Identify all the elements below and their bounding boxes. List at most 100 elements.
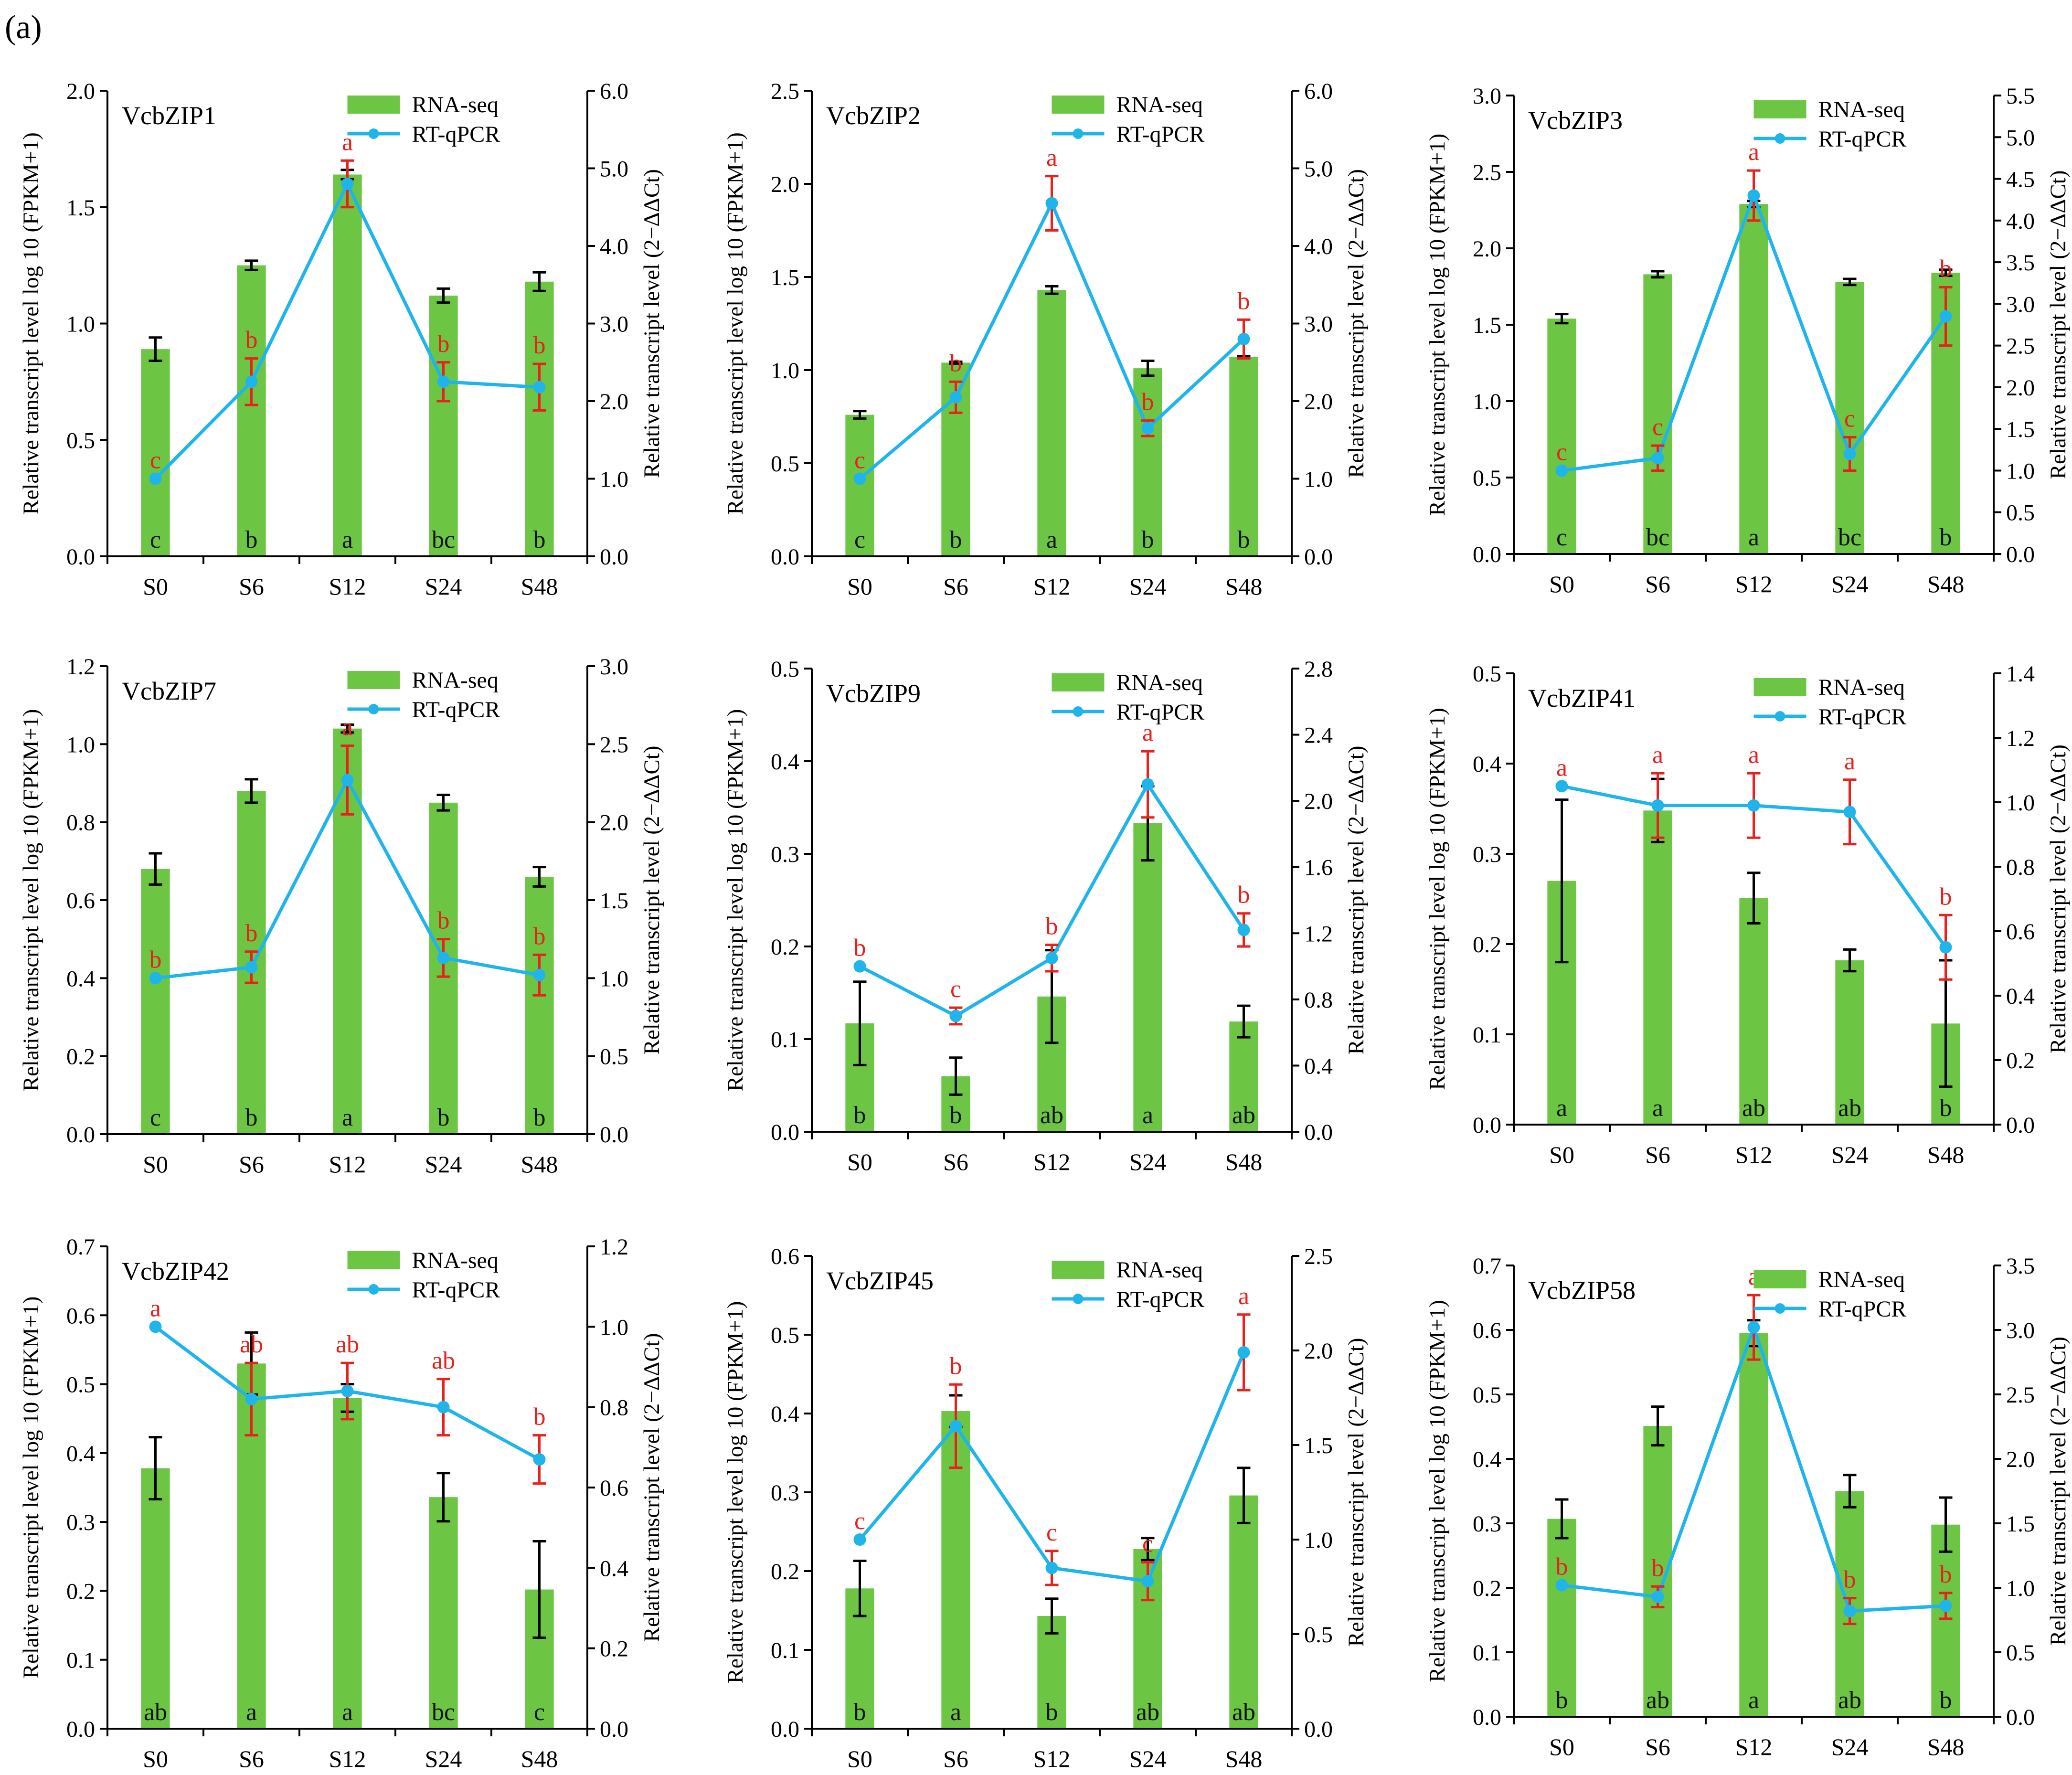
legend-label-bar: RNA-seq <box>1116 670 1203 695</box>
left-tick-label: 0.0 <box>1473 542 1501 567</box>
rtqpcr-letter-S24: a <box>1844 748 1855 775</box>
left-axis-title: Relative transcript level log 10 (FPKM+1… <box>1425 1300 1450 1682</box>
left-axis-title: Relative transcript level log 10 (FPKM+1… <box>19 132 43 515</box>
right-tick-label: 1.2 <box>600 1234 628 1260</box>
right-tick-label: 2.0 <box>600 810 628 836</box>
left-axis-title: Relative transcript level log 10 (FPKM+1… <box>1425 134 1450 516</box>
chart-title: VcbZIP45 <box>826 1266 934 1295</box>
right-tick-label: 3.0 <box>2006 292 2035 317</box>
x-tick-label-S0: S0 <box>143 1151 168 1178</box>
x-tick-label-S0: S0 <box>847 573 872 600</box>
bar-S48 <box>1229 1495 1258 1729</box>
rtqpcr-point-S24 <box>1843 806 1856 818</box>
left-tick-label: 0.0 <box>771 1120 799 1145</box>
right-tick-label: 0.0 <box>2006 1113 2035 1138</box>
chart-title: VcbZIP41 <box>1528 684 1636 712</box>
rnaseq-letter-S12: a <box>342 1699 353 1726</box>
right-tick-label: 0.0 <box>2006 542 2035 567</box>
bar-S6 <box>237 265 266 556</box>
rtqpcr-point-S0 <box>149 972 162 985</box>
x-tick-label-S0: S0 <box>847 1745 872 1772</box>
left-tick-label: 2.0 <box>66 79 95 104</box>
left-axis-title: Relative transcript level log 10 (FPKM+1… <box>19 709 43 1092</box>
right-tick-label: 1.0 <box>1304 467 1333 492</box>
rnaseq-letter-S6: b <box>245 1104 258 1131</box>
rtqpcr-letter-S0: c <box>150 447 161 474</box>
rtqpcr-letter-S6: a <box>1652 741 1663 768</box>
left-tick-label: 1.0 <box>66 732 95 757</box>
x-tick-label-S48: S48 <box>521 573 558 600</box>
rtqpcr-point-S48 <box>533 381 546 393</box>
rnaseq-letter-S6: a <box>950 1699 961 1726</box>
rtqpcr-letter-S24: a <box>1142 719 1153 746</box>
rtqpcr-letter-S0: c <box>1556 438 1567 466</box>
rnaseq-letter-S24: ab <box>1136 1699 1159 1726</box>
rtqpcr-point-S48 <box>1237 924 1250 936</box>
left-tick-label: 2.0 <box>1473 236 1501 262</box>
right-tick-label: 3.0 <box>2006 1318 2035 1343</box>
rtqpcr-point-S24 <box>1141 422 1154 435</box>
left-axis-title: Relative transcript level log 10 (FPKM+1… <box>19 1297 43 1679</box>
rtqpcr-point-S0 <box>1555 464 1568 477</box>
right-tick-label: 0.6 <box>600 1476 628 1501</box>
rnaseq-letter-S12: a <box>1748 1687 1759 1714</box>
rnaseq-letter-S0: c <box>1556 524 1567 551</box>
rtqpcr-point-S0 <box>149 472 162 485</box>
rnaseq-letter-S24: b <box>437 1104 450 1131</box>
legend-marker-line <box>1073 128 1084 139</box>
rnaseq-letter-S24: bc <box>432 1699 455 1726</box>
bar-S6 <box>1643 274 1672 554</box>
rnaseq-letter-S0: b <box>854 1102 866 1129</box>
x-tick-label-S48: S48 <box>1927 1733 1965 1760</box>
right-axis-title: Relative transcript level (2−ΔΔCt) <box>1344 746 1369 1055</box>
right-tick-label: 0.2 <box>2006 1048 2035 1074</box>
chart-title: VcbZIP3 <box>1528 106 1623 135</box>
right-tick-label: 0.0 <box>600 1717 628 1742</box>
bar-S0 <box>141 349 170 556</box>
x-tick-label-S6: S6 <box>943 573 968 600</box>
bar-S48 <box>1229 357 1258 556</box>
rtqpcr-point-S24 <box>1843 1605 1856 1617</box>
right-tick-label: 1.0 <box>2006 790 2035 816</box>
left-tick-label: 0.6 <box>66 1303 95 1329</box>
bar-S6 <box>1643 810 1672 1125</box>
legend-marker-line <box>368 128 379 139</box>
rtqpcr-point-S24 <box>437 1401 450 1414</box>
rtqpcr-letter-S48: b <box>1238 882 1250 909</box>
left-tick-label: 0.3 <box>1473 1511 1501 1537</box>
rnaseq-letter-S0: b <box>1556 1687 1568 1714</box>
rtqpcr-letter-S12: b <box>1046 913 1058 940</box>
right-axis-title: Relative transcript level (2−ΔΔCt) <box>639 169 664 478</box>
x-tick-label-S12: S12 <box>329 1151 366 1178</box>
rtqpcr-letter-S12: a <box>1046 144 1057 171</box>
rtqpcr-letter-S0: a <box>150 1295 161 1322</box>
left-tick-label: 0.4 <box>771 749 799 775</box>
bar-S24 <box>1835 960 1864 1125</box>
rtqpcr-letter-S6: b <box>950 350 962 377</box>
rtqpcr-letter-S24: b <box>437 330 450 358</box>
x-tick-label-S12: S12 <box>1735 1733 1773 1760</box>
rtqpcr-point-S6 <box>1651 452 1664 465</box>
right-tick-label: 0.0 <box>1304 1717 1333 1742</box>
bar-S0 <box>845 415 874 556</box>
right-tick-label: 0.0 <box>2006 1705 2035 1730</box>
left-tick-label: 0.4 <box>66 1441 95 1467</box>
legend-swatch-bar <box>1052 96 1105 114</box>
right-tick-label: 1.0 <box>600 966 628 991</box>
legend-swatch-bar <box>1753 100 1806 118</box>
rtqpcr-point-S24 <box>437 951 450 964</box>
legend-label-line: RT-qPCR <box>1116 700 1205 725</box>
right-tick-label: 0.0 <box>600 1122 628 1148</box>
rtqpcr-letter-S12: a <box>1748 741 1759 768</box>
right-tick-label: 0.2 <box>600 1637 628 1662</box>
right-tick-label: 2.0 <box>1304 1339 1333 1364</box>
rtqpcr-letter-S6: ab <box>240 1331 263 1358</box>
rnaseq-letter-S48: c <box>534 1699 545 1726</box>
x-tick-label-S24: S24 <box>425 1151 462 1178</box>
left-tick-label: 0.3 <box>771 1480 799 1506</box>
legend-marker-line <box>1073 706 1084 717</box>
rnaseq-letter-S12: a <box>1748 524 1759 551</box>
